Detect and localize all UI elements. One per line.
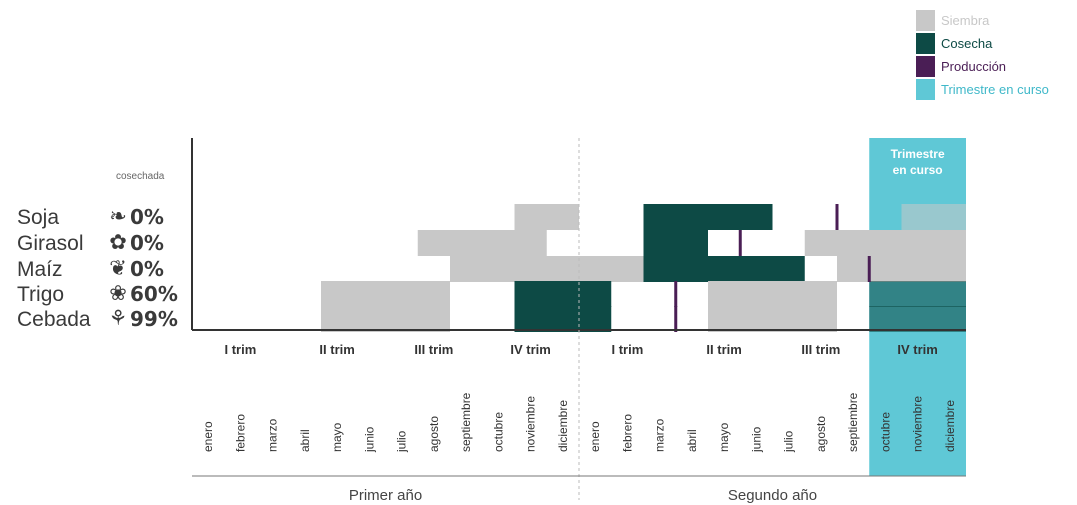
crop-name-cebada: Cebada <box>17 308 91 331</box>
bar-siembra-cebada <box>321 306 450 332</box>
production-mark-cebada <box>674 306 678 332</box>
legend-swatch-trimestre <box>916 79 935 100</box>
production-mark-trigo <box>674 281 678 307</box>
month-label: abril <box>685 429 699 452</box>
bar-siembra-maíz <box>450 256 644 282</box>
legend-label-cosecha: Cosecha <box>941 36 993 51</box>
bar-cosecha-trigo <box>869 281 966 307</box>
month-label: agosto <box>427 416 441 452</box>
trim-label: III trim <box>801 342 840 357</box>
legend-label-siembra: Siembra <box>941 13 990 28</box>
time-labels: I trim II trim III trim IV trim I trim II tri… <box>201 342 957 504</box>
bar-cosecha-trigo <box>514 281 612 307</box>
month-label: mayo <box>717 422 731 452</box>
trim-label: I trim <box>224 342 256 357</box>
bars-layer <box>321 204 966 332</box>
bar-siembra-maíz <box>837 256 966 282</box>
barley-icon: ⚘ <box>109 307 128 330</box>
trim-label: III trim <box>414 342 453 357</box>
soy-leaf-icon: ❧ <box>109 205 127 228</box>
corn-icon: ❦ <box>109 257 127 280</box>
legend-swatch-cosecha <box>916 33 935 54</box>
month-label: octubre <box>878 412 892 452</box>
wheat-icon: ❀ <box>109 282 127 305</box>
month-label: julio <box>782 430 796 453</box>
month-label: enero <box>588 421 602 452</box>
bar-cosecha-cebada <box>869 306 966 332</box>
bar-siembra-girasol <box>804 230 966 256</box>
bar-siembra-cebada <box>708 306 837 332</box>
trim-label: I trim <box>611 342 643 357</box>
month-label: noviembre <box>911 396 925 452</box>
crop-pct-girasol: 0% <box>130 231 164 255</box>
crop-pct-maíz: 0% <box>130 257 164 281</box>
month-label: mayo <box>330 422 344 452</box>
bar-siembra-trigo <box>321 281 450 307</box>
month-label: febrero <box>233 414 247 452</box>
month-label: noviembre <box>524 396 538 452</box>
trim-label: II trim <box>319 342 354 357</box>
month-label: enero <box>201 421 215 452</box>
month-label: abril <box>298 429 312 452</box>
bar-siembra-trigo <box>708 281 837 307</box>
year-label: Primer año <box>349 487 422 504</box>
month-label: febrero <box>620 414 634 452</box>
trim-label: IV trim <box>897 342 937 357</box>
trim-label: II trim <box>706 342 741 357</box>
axes <box>191 138 966 500</box>
month-label: marzo <box>653 418 667 452</box>
production-mark-soja <box>835 204 839 230</box>
crop-pct-soja: 0% <box>130 205 164 229</box>
bar-siembra-girasol <box>417 230 547 256</box>
legend: Siembra Cosecha Producción Trimestre en cur… <box>916 10 1049 100</box>
crop-name-maíz: Maíz <box>17 258 63 281</box>
month-label: octubre <box>491 412 505 452</box>
month-label: diciembre <box>943 400 957 452</box>
month-label: diciembre <box>556 400 570 452</box>
month-label: julio <box>395 430 409 453</box>
crop-pct-trigo: 60% <box>130 282 178 306</box>
bar-siembra-soja <box>514 204 579 230</box>
bar-cosecha-girasol <box>643 230 708 256</box>
crop-name-girasol: Girasol <box>17 232 84 255</box>
crop-name-soja: Soja <box>17 206 59 229</box>
month-label: marzo <box>266 418 280 452</box>
year-label: Segundo año <box>728 487 817 504</box>
crop-pct-cebada: 99% <box>130 307 178 331</box>
month-label: junio <box>362 426 376 453</box>
legend-swatch-siembra <box>916 10 935 31</box>
current-quarter-title: Trimestre <box>891 147 945 161</box>
month-label: agosto <box>814 416 828 452</box>
month-label: septiembre <box>459 392 473 452</box>
month-label: septiembre <box>846 392 860 452</box>
cosechada-label: cosechada <box>116 171 165 182</box>
trim-label: IV trim <box>510 342 550 357</box>
legend-label-trimestre: Trimestre en curso <box>941 82 1049 97</box>
bar-siembra-soja <box>901 204 966 230</box>
legend-swatch-produccion <box>916 56 935 77</box>
current-quarter-title: en curso <box>893 163 943 177</box>
sunflower-icon: ✿ <box>109 231 127 254</box>
legend-label-produccion: Producción <box>941 59 1006 74</box>
bar-cosecha-soja <box>643 204 773 230</box>
bar-cosecha-maíz <box>643 256 805 282</box>
production-mark-girasol <box>738 230 742 256</box>
production-mark-maíz <box>867 256 871 282</box>
crop-name-trigo: Trigo <box>17 283 64 306</box>
month-label: junio <box>749 426 763 453</box>
bar-cosecha-cebada <box>514 306 612 332</box>
